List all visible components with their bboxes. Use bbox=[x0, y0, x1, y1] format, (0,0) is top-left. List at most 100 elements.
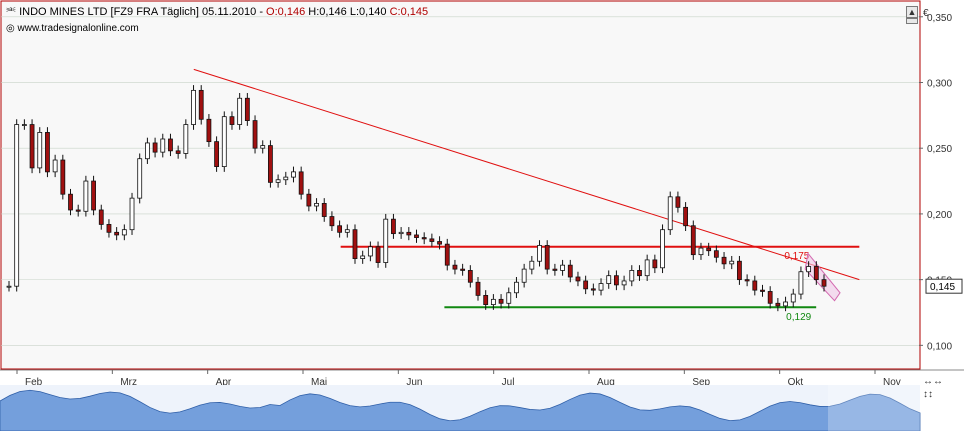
candle-body bbox=[298, 171, 304, 195]
scroll-up-button[interactable]: ▲ bbox=[906, 6, 918, 18]
candle-body bbox=[221, 116, 227, 167]
candle-body bbox=[137, 158, 143, 199]
candle-body bbox=[360, 255, 366, 260]
header-close: C:0,145 bbox=[389, 6, 429, 18]
candle-body bbox=[652, 259, 658, 269]
candle-body bbox=[68, 193, 73, 211]
candle-body bbox=[383, 218, 389, 263]
last-price-box bbox=[925, 278, 963, 294]
candle-body bbox=[537, 245, 542, 262]
candle-body bbox=[437, 241, 442, 245]
candle-body bbox=[252, 120, 258, 149]
candle-body bbox=[783, 301, 788, 307]
candle-body bbox=[767, 291, 773, 304]
x-tick-label: Apr bbox=[216, 377, 232, 388]
candle-body bbox=[475, 281, 481, 296]
candle-body bbox=[667, 196, 673, 231]
source-line: ◎ www.tradesignalonline.com bbox=[6, 23, 139, 34]
candle-body bbox=[198, 89, 204, 120]
candle-body bbox=[560, 264, 565, 271]
candle-body bbox=[429, 238, 435, 242]
candle-body bbox=[821, 279, 827, 287]
candle-body bbox=[706, 247, 712, 252]
candle-body bbox=[37, 132, 43, 169]
candle-body bbox=[690, 225, 696, 256]
candle-body bbox=[83, 180, 89, 212]
candle-body bbox=[291, 171, 296, 178]
candle-body bbox=[21, 124, 27, 126]
candle-body bbox=[406, 231, 412, 236]
candles bbox=[6, 85, 827, 312]
candle-body bbox=[444, 243, 450, 266]
candle-body bbox=[460, 268, 466, 271]
candle-body bbox=[521, 268, 527, 283]
source-url: www.tradesignalonline.com bbox=[17, 23, 139, 34]
candle-body bbox=[621, 280, 627, 286]
x-tick-label: Mrz bbox=[120, 377, 137, 388]
x-tick-label: Nov bbox=[883, 377, 901, 388]
support-label: 0,129 bbox=[786, 312, 811, 323]
x-scroll-arrows[interactable]: ↔↔ bbox=[923, 376, 943, 387]
x-tick-label: Feb bbox=[25, 377, 43, 388]
trendlines: 0,175 0,129 bbox=[193, 68, 860, 323]
candle-body bbox=[114, 231, 120, 236]
candle-body bbox=[367, 246, 373, 257]
y-tick-label: 0,350 bbox=[927, 13, 952, 24]
candle-body bbox=[675, 196, 681, 208]
candle-body bbox=[713, 250, 719, 258]
header-high: H:0,146 bbox=[308, 6, 347, 18]
candle-body bbox=[6, 285, 12, 288]
candle-body bbox=[790, 293, 796, 303]
y-tick-label: 0,200 bbox=[927, 210, 952, 221]
candle-body bbox=[760, 289, 765, 292]
candle-body bbox=[598, 283, 604, 291]
x-tick-label: Jun bbox=[406, 377, 422, 388]
candle-body bbox=[575, 276, 581, 282]
candle-body bbox=[498, 298, 504, 304]
header-open: O:0,146 bbox=[266, 6, 306, 18]
candle-body bbox=[721, 256, 727, 265]
last-price-label: 0,145 bbox=[930, 282, 955, 293]
candle-body bbox=[275, 179, 281, 183]
candle-body bbox=[583, 280, 589, 290]
candle-body bbox=[514, 281, 519, 294]
x-tick-label: Okt bbox=[788, 377, 804, 388]
header-low: L:0,140 bbox=[349, 6, 387, 18]
candle-body bbox=[237, 97, 243, 125]
candle-body bbox=[121, 229, 127, 236]
candlestick-icon: ⎃ bbox=[6, 6, 16, 18]
candle-body bbox=[567, 264, 573, 278]
candle-body bbox=[391, 218, 396, 235]
candle-body bbox=[629, 270, 635, 282]
candle-body bbox=[637, 270, 642, 277]
candle-body bbox=[467, 270, 473, 283]
candle-body bbox=[352, 229, 358, 260]
candle-body bbox=[168, 138, 173, 152]
candle-body bbox=[344, 229, 350, 233]
candle-body bbox=[244, 97, 250, 121]
x-tick-label: Mai bbox=[311, 377, 327, 388]
candle-body bbox=[321, 202, 327, 217]
candle-body bbox=[698, 247, 704, 256]
y-tick-label: 0,250 bbox=[927, 144, 952, 155]
candle-body bbox=[506, 292, 512, 304]
candle-body bbox=[283, 176, 289, 181]
vol-scroll-arrows[interactable]: ↕↕ bbox=[923, 389, 933, 400]
y-tick-label: 0,100 bbox=[927, 341, 952, 352]
collapse-button[interactable] bbox=[906, 18, 918, 24]
header-title: INDO MINES LTD [FZ9 FRA Täglich] 05.11.2… bbox=[19, 6, 267, 18]
candle-body bbox=[590, 288, 596, 291]
candle-body bbox=[306, 193, 312, 207]
candle-body bbox=[337, 225, 343, 233]
candle-body bbox=[737, 260, 742, 281]
x-tick-label: Sep bbox=[692, 377, 710, 388]
candle-body bbox=[683, 206, 689, 227]
x-axis: Feb Mrz Apr Mai Jun Jul Aug Sep Okt Nov bbox=[0, 369, 964, 388]
candle-body bbox=[483, 294, 489, 305]
candle-body bbox=[268, 145, 273, 183]
candle-body bbox=[414, 234, 419, 238]
candle-body bbox=[152, 142, 158, 153]
